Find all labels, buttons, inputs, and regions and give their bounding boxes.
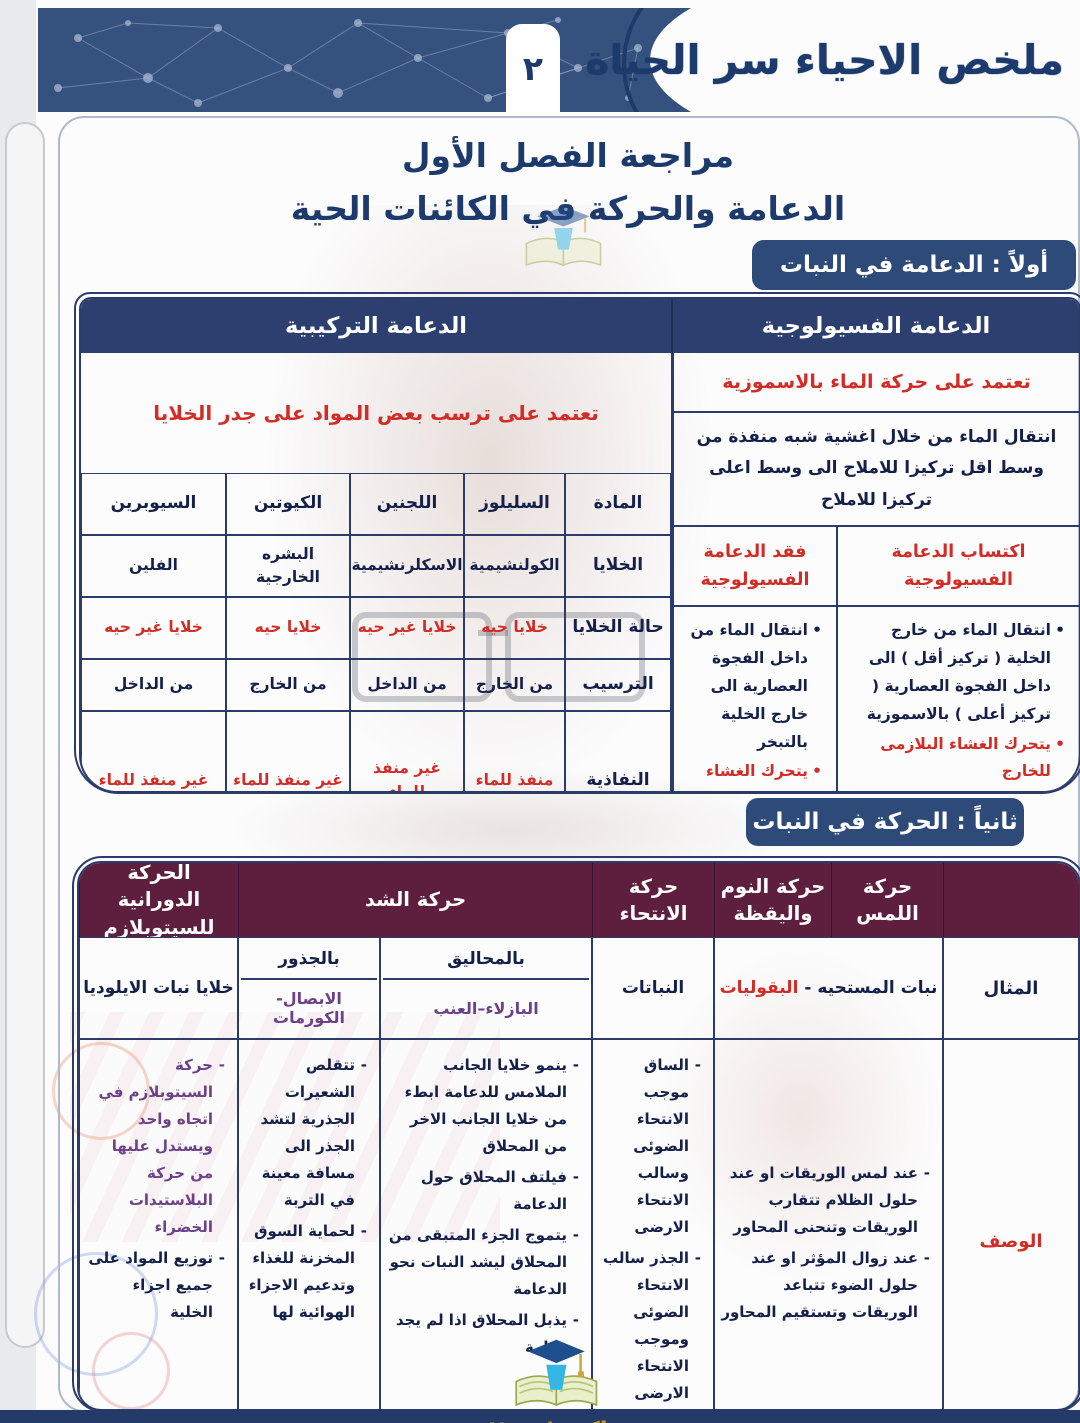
material-state: خلايا حيه [226, 597, 350, 659]
loss-title: فقد الدعامة الفسيولوجية [674, 527, 836, 607]
material-permeability: غير منفذ للماء [81, 711, 226, 791]
material-deposition: من الخارج [464, 659, 565, 711]
physio-basis: تعتمد على حركة الماء بالاسموزية [674, 353, 1079, 413]
loss-point: يتحرك الغشاء البلازمى للداخل [680, 758, 822, 791]
row-header-cells: الخلايا [565, 535, 671, 597]
gain-title: اكتساب الدعامة الفسيولوجية [838, 527, 1079, 607]
row-header-permeability: النفاذية [565, 711, 671, 791]
structural-basis: تعتمد على ترسب بعض المواد على جدر الخلاي… [153, 401, 599, 425]
bottom-bar [0, 1410, 1080, 1423]
material-name: الكيوتين [226, 473, 350, 535]
gain-point: يتحرك الغشاء البلازمى للخارج [844, 731, 1065, 787]
material-cells: البشره الخارجية [226, 535, 350, 597]
tropism-example: النباتات [592, 937, 714, 1039]
description-item: يتموج الجزء المتبقى من المحلاق ليشد النب… [387, 1222, 579, 1303]
header-banner: ملخص الاحياء سر الحياة ٢ [38, 8, 1080, 112]
roots-description: تتقلص الشعيرات الجذرية لتشد الجذر الى مس… [238, 1039, 380, 1409]
cyclosis-movement-header: الحركة الدورانية للسيتوبلازم [79, 863, 238, 939]
movement-table: حركة اللمس حركة النوم واليقظة حركة الانت… [72, 856, 1080, 1412]
tropism-description: الساق موجب الانتحاء الضوئى وسالب الانتحا… [592, 1039, 714, 1409]
physiological-support-column: تعتمد على حركة الماء بالاسموزية انتقال ا… [671, 353, 1079, 791]
page-number: ٢ [506, 24, 560, 112]
chapter-title-line2: الدعامة والحركة في الكائنات الحية [290, 188, 846, 228]
section1-badge: أولاً : الدعامة في النبات [752, 240, 1076, 290]
sleep-wake-movement-header: حركة النوم واليقظة [714, 863, 831, 937]
material-permeability: غير منفذ للماء [350, 711, 464, 791]
example-row-label: المثال [943, 937, 1079, 1039]
physiological-support-header: الدعامة الفسيولوجية [671, 299, 1079, 353]
description-row-label: الوصف [943, 1039, 1079, 1409]
description-item: تتقلص الشعيرات الجذرية لتشد الجذر الى مس… [245, 1052, 367, 1214]
materials-grid: المادة السليلوز اللجنين الكيوتين السيوبر… [81, 473, 671, 791]
roots-label: بالجذور [241, 940, 377, 980]
material-cells: الكولنشيمية [464, 535, 565, 597]
row-header-deposition: الترسيب [565, 659, 671, 711]
side-page-edge [5, 122, 45, 1348]
material-state: خلايا غير حيه [81, 597, 226, 659]
brand-title: ملخص الاحياء سر الحياة [585, 36, 1065, 84]
tendrils-description: ينمو خلايا الجانب الملامس للدعامة ابطء م… [380, 1039, 592, 1409]
row-label-column-header [943, 863, 1079, 937]
support-table: الدعامة الفسيولوجية الدعامة التركيبية تع… [74, 292, 1080, 794]
loss-points: انتقال الماء من داخل الفجوة العصارية الى… [674, 607, 836, 791]
material-state: خلايا غير حيه [350, 597, 464, 659]
description-item: توزيع المواد على جميع اجزاء الخلية [86, 1245, 225, 1326]
cyclosis-example: خلايا نبات الايلوديا [79, 937, 238, 1039]
tendrils-example: البازلاء–العنب [433, 998, 539, 1018]
row-header-state: حالة الخلايا [565, 597, 671, 659]
gain-point: انتقال الماء من خارج الخلية ( تركيز أقل … [844, 617, 1065, 729]
roots-example: الابصال- الكورمات [272, 989, 346, 1027]
structural-support-header: الدعامة التركيبية [81, 299, 671, 353]
touch-movement-header: حركة اللمس [831, 863, 943, 937]
gain-column: اكتساب الدعامة الفسيولوجية انتقال الماء … [836, 527, 1079, 791]
structural-support-column: تعتمد على ترسب بعض المواد على جدر الخلاي… [81, 353, 671, 791]
description-item: الساق موجب الانتحاء الضوئى وسالب الانتحا… [599, 1052, 701, 1241]
touch-sleep-example-main: نبات المستحيه - [804, 978, 938, 998]
loss-point: انتقال الماء من داخل الفجوة العصارية الى… [680, 617, 822, 756]
description-item: ينمو خلايا الجانب الملامس للدعامة ابطء م… [387, 1052, 579, 1160]
row-header-material: المادة [565, 473, 671, 535]
material-name: السليلوز [464, 473, 565, 535]
cyclosis-description: حركة السيتوبلازم في اتجاه واحد ويستدل عل… [79, 1039, 238, 1409]
touch-sleep-description: عند لمس الوريقات او عند حلول الظلام تتقا… [714, 1039, 943, 1409]
chapter-title-line1: مراجعة الفصل الأول [401, 136, 735, 175]
loss-column: فقد الدعامة الفسيولوجية انتقال الماء من … [674, 527, 836, 791]
tropism-movement-header: حركة الانتحاء [592, 863, 714, 937]
roots-example-cell: بالجذور الابصال- الكورمات [238, 937, 380, 1039]
description-item: حركة السيتوبلازم في اتجاه واحد ويستدل عل… [86, 1052, 225, 1241]
physio-definition: انتقال الماء من خلال اغشية شبه منفذة من … [674, 413, 1079, 527]
section2-badge: ثانياً : الحركة في النبات [746, 798, 1024, 846]
tension-movement-header: حركة الشد [238, 863, 592, 937]
movement-table-grid: حركة اللمس حركة النوم واليقظة حركة الانت… [77, 861, 1080, 1411]
touch-sleep-example: نبات المستحيه - البقوليات [714, 937, 943, 1039]
tendrils-example-cell: بالمحاليق البازلاء–العنب [380, 937, 592, 1039]
material-name: السيوبرين [81, 473, 226, 535]
material-state: خلايا حيه [464, 597, 565, 659]
material-cells: الفلين [81, 535, 226, 597]
description-item: عند لمس الوريقات او عند حلول الظلام تتقا… [721, 1160, 930, 1241]
tendrils-label: بالمحاليق [383, 940, 589, 980]
description-item: لحماية السوق المخزنة للغذاء وتدعيم الاجز… [245, 1218, 367, 1326]
banner-title-panel [650, 8, 1080, 112]
description-item: فيلتف المحلاق حول الدعامة [387, 1164, 579, 1218]
material-name: اللجنين [350, 473, 464, 535]
description-item: يذبل المحلاق اذا لم يجد دعامة [387, 1307, 579, 1361]
support-table-grid: الدعامة الفسيولوجية الدعامة التركيبية تع… [79, 297, 1080, 793]
material-permeability: منفذ للماء [464, 711, 565, 791]
description-item: عند زوال المؤثر او عند حلول الضوء تتباعد… [721, 1245, 930, 1326]
material-cells: الاسكلرنشيمية [350, 535, 464, 597]
gain-points: انتقال الماء من خارج الخلية ( تركيز أقل … [838, 607, 1079, 791]
material-permeability: غير منفذ للماء [226, 711, 350, 791]
description-item: الجذر سالب الانتحاء الضوئى وموجب الانتحا… [599, 1245, 701, 1409]
touch-sleep-example-accent: البقوليات [719, 978, 799, 998]
gain-loss-grid: اكتساب الدعامة الفسيولوجية انتقال الماء … [674, 527, 1079, 791]
chapter-title: مراجعة الفصل الأول الدعامة والحركة في ال… [60, 130, 1076, 236]
gain-point: تنتفخ الخلية [844, 788, 1065, 791]
material-deposition: من الخارج [226, 659, 350, 711]
material-deposition: من الداخل [350, 659, 464, 711]
material-deposition: من الداخل [81, 659, 226, 711]
